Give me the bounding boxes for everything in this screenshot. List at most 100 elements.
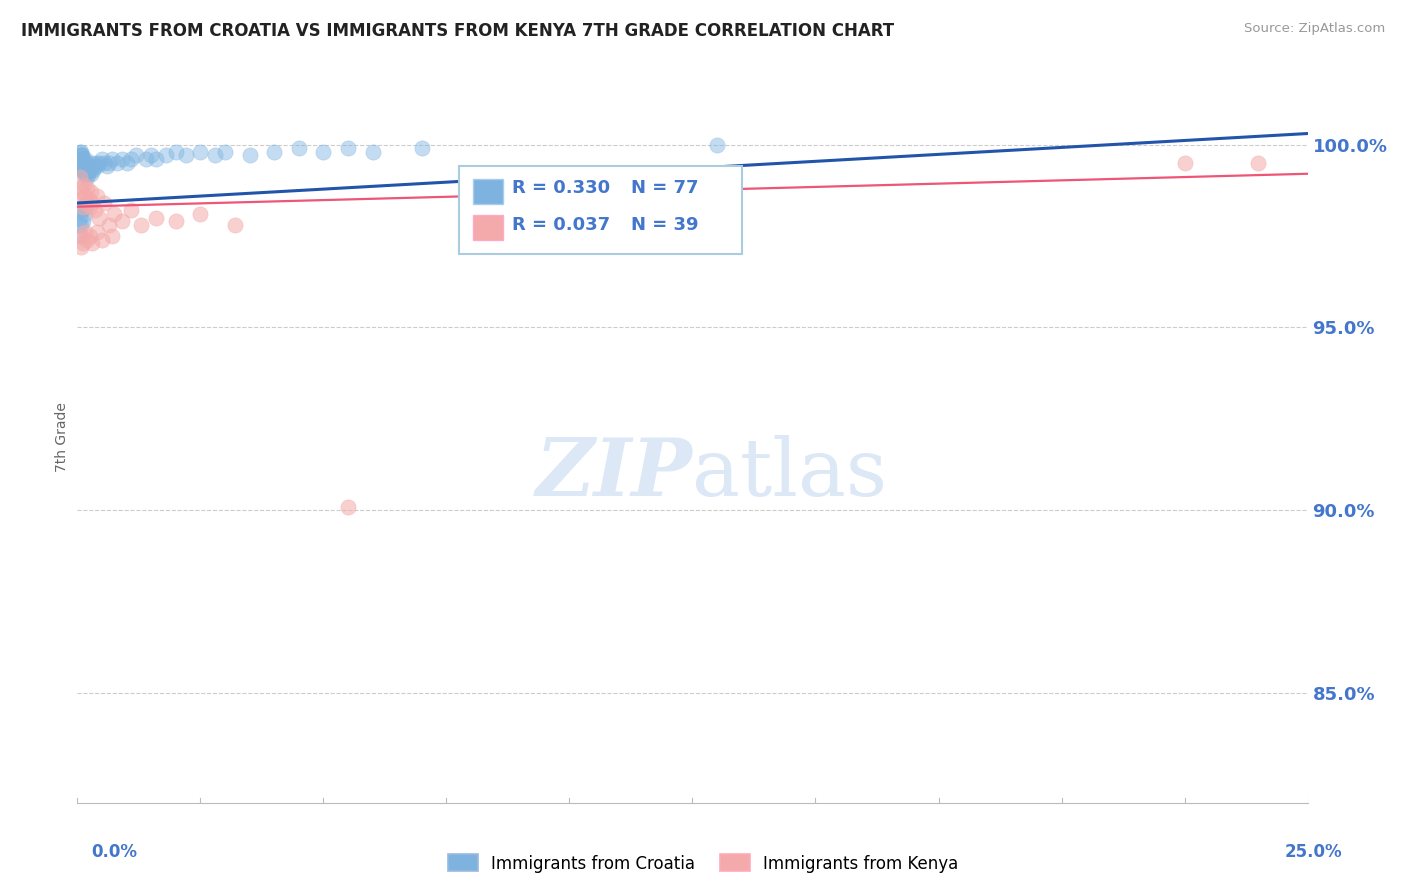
Point — [82, 156, 104, 170]
Point — [70, 229, 93, 244]
Point — [75, 200, 97, 214]
Point — [70, 185, 93, 199]
Point — [79, 160, 101, 174]
Text: Source: ZipAtlas.com: Source: ZipAtlas.com — [1244, 22, 1385, 36]
Point — [115, 156, 138, 170]
Point — [188, 207, 212, 221]
Point — [77, 167, 100, 181]
Point — [69, 145, 91, 159]
Point — [263, 145, 285, 159]
Point — [70, 156, 93, 170]
Point — [70, 156, 93, 170]
Point — [73, 163, 96, 178]
Point — [70, 152, 93, 166]
Point — [73, 160, 96, 174]
Point — [239, 148, 262, 162]
Text: IMMIGRANTS FROM CROATIA VS IMMIGRANTS FROM KENYA 7TH GRADE CORRELATION CHART: IMMIGRANTS FROM CROATIA VS IMMIGRANTS FR… — [21, 22, 894, 40]
Point — [72, 214, 94, 228]
Point — [155, 148, 177, 162]
Point — [165, 145, 187, 159]
Point — [73, 160, 96, 174]
Point — [73, 225, 96, 239]
Point — [75, 156, 97, 170]
Point — [111, 152, 132, 166]
Point — [1174, 156, 1197, 170]
Text: 0.0%: 0.0% — [91, 843, 138, 861]
FancyBboxPatch shape — [474, 216, 503, 240]
FancyBboxPatch shape — [474, 179, 503, 203]
Point — [76, 163, 98, 178]
Point — [125, 148, 148, 162]
Point — [174, 148, 197, 162]
Point — [214, 145, 236, 159]
Point — [77, 163, 100, 178]
Point — [86, 188, 108, 202]
Point — [76, 163, 98, 178]
Point — [75, 167, 97, 181]
Point — [93, 156, 115, 170]
Point — [79, 167, 101, 181]
Point — [79, 200, 101, 214]
Point — [83, 203, 105, 218]
Point — [145, 152, 167, 166]
Point — [82, 163, 104, 178]
Point — [70, 240, 93, 254]
Point — [86, 160, 108, 174]
Point — [224, 218, 246, 232]
Point — [105, 156, 128, 170]
Point — [72, 236, 94, 251]
Point — [70, 193, 93, 207]
Point — [337, 141, 360, 155]
Point — [361, 145, 384, 159]
Point — [1247, 156, 1270, 170]
Point — [72, 156, 94, 170]
Text: R = 0.330: R = 0.330 — [512, 179, 610, 197]
Point — [70, 148, 93, 162]
Point — [70, 163, 93, 178]
Point — [129, 218, 153, 232]
Point — [90, 233, 114, 247]
Point — [73, 167, 96, 181]
Point — [76, 160, 98, 174]
Point — [73, 178, 96, 192]
Point — [72, 160, 94, 174]
Point — [83, 160, 105, 174]
Y-axis label: 7th Grade: 7th Grade — [55, 402, 69, 472]
Point — [73, 156, 96, 170]
Point — [84, 156, 107, 170]
Point — [70, 218, 93, 232]
Point — [76, 170, 98, 185]
Point — [75, 160, 97, 174]
Point — [67, 218, 90, 232]
Point — [73, 167, 96, 181]
Point — [103, 207, 125, 221]
Point — [69, 170, 91, 185]
Text: atlas: atlas — [693, 434, 887, 513]
FancyBboxPatch shape — [458, 167, 742, 254]
Point — [75, 196, 97, 211]
Point — [67, 203, 90, 218]
Point — [101, 229, 124, 244]
Point — [72, 200, 94, 214]
Point — [76, 233, 98, 247]
Point — [79, 229, 101, 244]
Text: R = 0.037: R = 0.037 — [512, 216, 610, 234]
Point — [69, 145, 91, 159]
Point — [69, 148, 91, 162]
Legend: Immigrants from Croatia, Immigrants from Kenya: Immigrants from Croatia, Immigrants from… — [441, 847, 965, 880]
Point — [93, 196, 115, 211]
Point — [141, 148, 163, 162]
Point — [204, 148, 226, 162]
Point — [706, 137, 728, 152]
Point — [75, 163, 97, 178]
Point — [111, 214, 132, 228]
Point — [90, 152, 114, 166]
Point — [337, 500, 360, 514]
Point — [288, 141, 311, 155]
Point — [69, 181, 91, 195]
Point — [70, 160, 93, 174]
Point — [69, 211, 91, 225]
Text: ZIP: ZIP — [536, 435, 693, 512]
Point — [121, 152, 143, 166]
Point — [69, 229, 91, 244]
